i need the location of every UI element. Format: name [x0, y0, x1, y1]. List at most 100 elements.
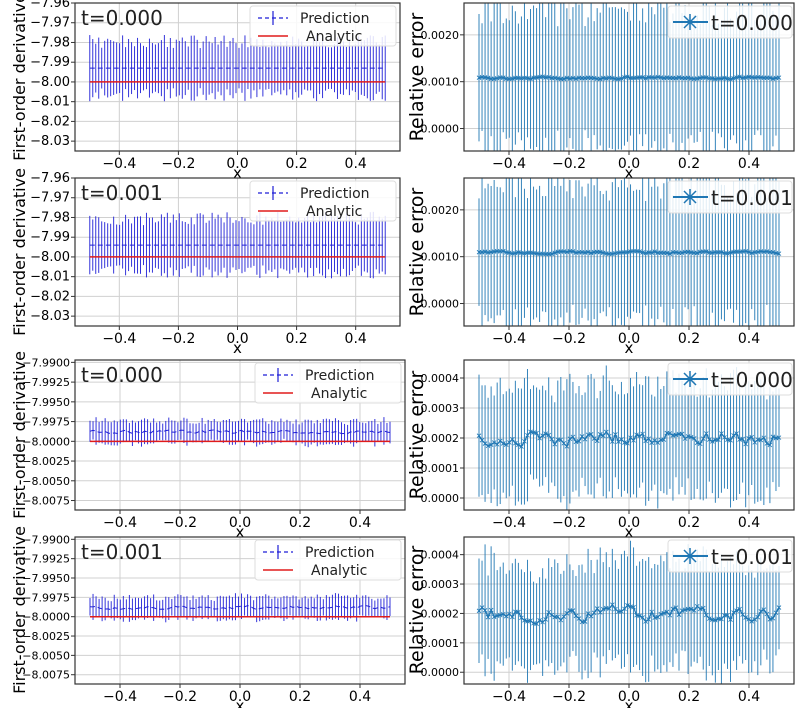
- legend: Prediction Analytic: [249, 180, 397, 222]
- data-point: [740, 436, 745, 442]
- data-point: [703, 249, 709, 254]
- legend: t=0.000: [667, 5, 793, 39]
- data-point: [613, 432, 618, 437]
- x-tick-label: 0.2: [289, 689, 311, 705]
- y-tick-label: −7.9950: [22, 572, 70, 585]
- legend-prediction-label: Prediction: [300, 186, 370, 202]
- data-point: [737, 606, 742, 612]
- data-point: [776, 251, 782, 256]
- legend: t=0.001: [667, 180, 793, 214]
- data-point: [700, 436, 706, 441]
- chart-panel-derivative-3: −0.4 −0.2 0.0 0.2 0.4 −7.9900 −7.9925 −7.9950 −7…: [10, 351, 406, 541]
- data-point: [610, 439, 615, 444]
- data-point: [585, 249, 591, 255]
- legend-box: [667, 180, 793, 214]
- data-point: [728, 438, 733, 443]
- data-point: [764, 441, 770, 446]
- markers: [476, 429, 782, 449]
- legend-analytic-label: Analytic: [311, 386, 367, 402]
- x-tick-label: 0.2: [678, 689, 700, 705]
- data-point: [576, 438, 582, 444]
- x-axis-label: x: [625, 339, 634, 357]
- x-tick-label: 0.0: [618, 331, 640, 347]
- data-point: [552, 441, 558, 447]
- legend-analytic-label: Analytic: [306, 29, 362, 45]
- data-point: [564, 444, 570, 449]
- data-point: [652, 438, 658, 443]
- data-point: [516, 609, 521, 615]
- y-axis-label: First-order derivative: [10, 526, 29, 694]
- y-tick-label: −8.00: [30, 75, 70, 90]
- data-point: [625, 74, 630, 80]
- data-point: [591, 610, 597, 616]
- legend-box: [667, 539, 793, 573]
- prediction-line: [89, 605, 391, 611]
- data-point: [749, 619, 755, 624]
- y-tick-label: −7.9925: [22, 376, 70, 389]
- x-tick-label: 0.4: [345, 156, 367, 172]
- x-tick-label: −0.4: [492, 689, 526, 705]
- data-point: [594, 438, 600, 444]
- data-point: [773, 610, 779, 616]
- data-point: [776, 75, 782, 80]
- time-annotation: t=0.000: [81, 363, 163, 387]
- time-annotation: t=0.000: [81, 6, 163, 30]
- data-point: [570, 608, 576, 613]
- plot-area: [476, 540, 782, 684]
- data-point: [746, 616, 751, 622]
- time-annotation: t=0.001: [81, 540, 163, 564]
- x-tick-label: −0.2: [161, 156, 195, 172]
- x-tick-label: −0.2: [161, 331, 195, 347]
- x-tick-label: 0.2: [289, 515, 311, 531]
- data-point: [476, 433, 482, 438]
- data-point: [752, 617, 758, 622]
- x-axis-label: x: [625, 523, 634, 541]
- y-tick-label: −7.97: [30, 191, 70, 206]
- chart-panel-error-2: −0.4 −0.2 0.0 0.2 0.4 0.0000 0.0010 0.0020 x Rela…: [406, 177, 795, 357]
- x-tick-label: −0.4: [492, 515, 526, 531]
- y-tick-label: 0.0003: [421, 402, 460, 415]
- y-tick-label: −7.96: [30, 0, 70, 11]
- x-tick-label: −0.2: [552, 331, 586, 347]
- data-point: [728, 617, 733, 622]
- data-point: [503, 442, 509, 448]
- y-axis-label: First-order derivative: [10, 0, 29, 161]
- data-point: [491, 440, 497, 445]
- data-point: [725, 612, 730, 618]
- y-tick-label: 0.0000: [421, 298, 460, 311]
- data-point: [776, 605, 782, 610]
- data-point: [610, 602, 615, 607]
- y-tick-label: 0.0004: [421, 549, 460, 562]
- data-point: [570, 249, 576, 254]
- data-point: [640, 615, 645, 620]
- data-point: [503, 613, 509, 619]
- data-point: [767, 617, 773, 622]
- x-tick-label: −0.4: [103, 515, 137, 531]
- data-point: [643, 438, 648, 444]
- legend: t=0.001: [667, 539, 793, 573]
- data-point: [713, 617, 718, 623]
- y-tick-label: −8.03: [30, 134, 70, 149]
- y-tick-label: −7.9975: [22, 416, 70, 429]
- error-line: [478, 76, 780, 80]
- data-point: [743, 615, 748, 620]
- data-point: [746, 249, 751, 255]
- data-point: [482, 441, 488, 446]
- data-point: [637, 433, 642, 439]
- data-point: [688, 606, 694, 612]
- data-point: [661, 437, 667, 442]
- error-line: [478, 603, 780, 625]
- series-t-0-000: [476, 365, 782, 510]
- data-point: [719, 431, 724, 436]
- y-tick-label: −8.0025: [22, 455, 70, 468]
- legend-label: t=0.000: [711, 368, 793, 392]
- data-point: [600, 606, 606, 612]
- data-point: [500, 75, 506, 80]
- data-point: [649, 440, 655, 445]
- data-point: [770, 615, 776, 621]
- legend-prediction-label: Prediction: [305, 368, 375, 384]
- data-point: [734, 431, 739, 436]
- data-point: [688, 434, 694, 440]
- y-axis-label: First-order derivative: [10, 168, 29, 336]
- data-point: [603, 429, 609, 435]
